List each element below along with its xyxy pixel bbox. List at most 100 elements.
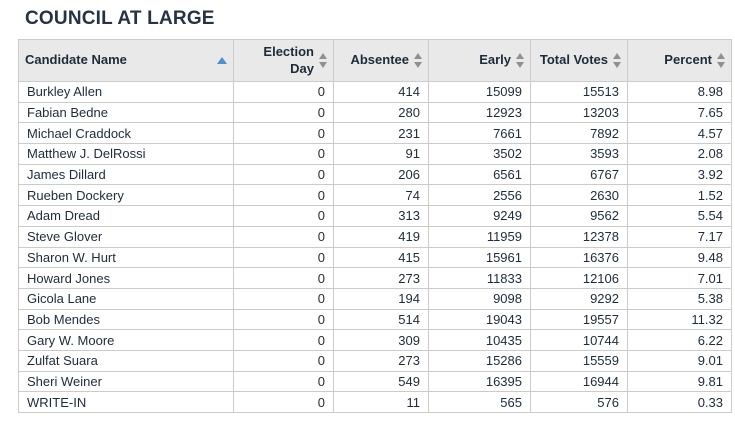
vote-value-cell: 3502 bbox=[428, 143, 531, 165]
vote-value-cell: 0 bbox=[233, 81, 334, 103]
vote-value-cell: 16395 bbox=[428, 370, 531, 393]
vote-value-cell: 7.17 bbox=[627, 225, 732, 248]
vote-value-cell: 2630 bbox=[530, 184, 628, 207]
vote-value-cell: 0 bbox=[233, 308, 334, 331]
vote-value-cell: 576 bbox=[530, 391, 628, 413]
vote-value-cell: 0 bbox=[233, 143, 334, 165]
vote-value-cell: 74 bbox=[333, 184, 429, 207]
vote-value-cell: 19557 bbox=[530, 308, 628, 331]
vote-value-cell: 9249 bbox=[428, 205, 531, 227]
vote-value-cell: 6767 bbox=[530, 163, 628, 186]
vote-value-cell: 7.65 bbox=[627, 101, 732, 124]
vote-value-cell: 206 bbox=[333, 163, 429, 186]
vote-value-cell: 0 bbox=[233, 287, 334, 310]
vote-value-cell: 8.98 bbox=[627, 81, 732, 103]
column-header-percent[interactable]: Percent bbox=[627, 39, 732, 82]
vote-value-cell: 0 bbox=[233, 163, 334, 186]
column-header-early[interactable]: Early bbox=[428, 39, 531, 82]
candidate-name-cell: Adam Dread bbox=[18, 205, 234, 227]
column-header-total-votes[interactable]: Total Votes bbox=[530, 39, 628, 82]
sort-both-icon bbox=[414, 53, 422, 68]
column-header-label: Candidate Name bbox=[25, 52, 127, 68]
vote-value-cell: 9562 bbox=[530, 205, 628, 227]
column-header-election-day[interactable]: Election Day bbox=[233, 39, 334, 82]
column-header-candidate-name[interactable]: Candidate Name bbox=[18, 39, 234, 82]
sort-ascending-icon bbox=[217, 57, 227, 64]
vote-value-cell: 15559 bbox=[530, 349, 628, 372]
candidate-name-cell: Matthew J. DelRossi bbox=[18, 143, 234, 165]
vote-value-cell: 16944 bbox=[530, 370, 628, 393]
column-header-label: Percent bbox=[664, 52, 712, 68]
vote-value-cell: 2556 bbox=[428, 184, 531, 207]
vote-value-cell: 7.01 bbox=[627, 267, 732, 289]
table-row: Michael Craddock 0 231 7661 7892 4.57 bbox=[18, 122, 732, 145]
candidate-name-cell: Michael Craddock bbox=[18, 122, 234, 145]
candidate-name-cell: Sharon W. Hurt bbox=[18, 246, 234, 269]
vote-value-cell: 12378 bbox=[530, 225, 628, 248]
vote-value-cell: 13203 bbox=[530, 101, 628, 124]
vote-value-cell: 273 bbox=[333, 267, 429, 289]
candidate-name-cell: Gicola Lane bbox=[18, 287, 234, 310]
vote-value-cell: 15286 bbox=[428, 349, 531, 372]
vote-value-cell: 0 bbox=[233, 370, 334, 393]
vote-value-cell: 11.32 bbox=[627, 308, 732, 331]
table-row: Howard Jones 0 273 11833 12106 7.01 bbox=[18, 267, 732, 289]
vote-value-cell: 7892 bbox=[530, 122, 628, 145]
vote-value-cell: 0 bbox=[233, 205, 334, 227]
candidate-name-cell: Howard Jones bbox=[18, 267, 234, 289]
column-header-label: Election Day bbox=[263, 44, 314, 76]
sort-both-icon bbox=[516, 53, 524, 68]
table-row: Zulfat Suara 0 273 15286 15559 9.01 bbox=[18, 349, 732, 372]
table-row: Burkley Allen 0 414 15099 15513 8.98 bbox=[18, 81, 732, 103]
vote-value-cell: 3593 bbox=[530, 143, 628, 165]
candidate-name-cell: Fabian Bedne bbox=[18, 101, 234, 124]
vote-value-cell: 0 bbox=[233, 329, 334, 351]
vote-value-cell: 549 bbox=[333, 370, 429, 393]
vote-value-cell: 414 bbox=[333, 81, 429, 103]
vote-value-cell: 11 bbox=[333, 391, 429, 413]
vote-value-cell: 0 bbox=[233, 349, 334, 372]
column-header-absentee[interactable]: Absentee bbox=[333, 39, 429, 82]
vote-value-cell: 9.01 bbox=[627, 349, 732, 372]
vote-value-cell: 9292 bbox=[530, 287, 628, 310]
vote-value-cell: 4.57 bbox=[627, 122, 732, 145]
vote-value-cell: 9.81 bbox=[627, 370, 732, 393]
table-row: Sheri Weiner 0 549 16395 16944 9.81 bbox=[18, 370, 732, 393]
candidate-name-cell: Sheri Weiner bbox=[18, 370, 234, 393]
vote-value-cell: 3.92 bbox=[627, 163, 732, 186]
vote-value-cell: 5.54 bbox=[627, 205, 732, 227]
vote-value-cell: 313 bbox=[333, 205, 429, 227]
vote-value-cell: 565 bbox=[428, 391, 531, 413]
vote-value-cell: 11959 bbox=[428, 225, 531, 248]
table-row: James Dillard 0 206 6561 6767 3.92 bbox=[18, 163, 732, 186]
vote-value-cell: 0 bbox=[233, 391, 334, 413]
vote-value-cell: 0 bbox=[233, 225, 334, 248]
vote-value-cell: 10744 bbox=[530, 329, 628, 351]
table-row: Steve Glover 0 419 11959 12378 7.17 bbox=[18, 225, 732, 248]
vote-value-cell: 309 bbox=[333, 329, 429, 351]
vote-value-cell: 419 bbox=[333, 225, 429, 248]
results-table-body: Burkley Allen 0 414 15099 15513 8.98 Fabian Be… bbox=[18, 81, 732, 413]
vote-value-cell: 15099 bbox=[428, 81, 531, 103]
table-row: Bob Mendes 0 514 19043 19557 11.32 bbox=[18, 308, 732, 331]
vote-value-cell: 91 bbox=[333, 143, 429, 165]
table-row: Sharon W. Hurt 0 415 15961 16376 9.48 bbox=[18, 246, 732, 269]
sort-both-icon bbox=[717, 53, 725, 68]
vote-value-cell: 15961 bbox=[428, 246, 531, 269]
vote-value-cell: 514 bbox=[333, 308, 429, 331]
vote-value-cell: 15513 bbox=[530, 81, 628, 103]
candidate-name-cell: Zulfat Suara bbox=[18, 349, 234, 372]
candidate-name-cell: Rueben Dockery bbox=[18, 184, 234, 207]
vote-value-cell: 0 bbox=[233, 122, 334, 145]
vote-value-cell: 6.22 bbox=[627, 329, 732, 351]
candidate-name-cell: Steve Glover bbox=[18, 225, 234, 248]
candidate-name-cell: James Dillard bbox=[18, 163, 234, 186]
vote-value-cell: 0 bbox=[233, 101, 334, 124]
vote-value-cell: 12106 bbox=[530, 267, 628, 289]
column-header-label: Absentee bbox=[350, 52, 409, 68]
vote-value-cell: 280 bbox=[333, 101, 429, 124]
table-row: WRITE-IN 0 11 565 576 0.33 bbox=[18, 391, 732, 413]
vote-value-cell: 9.48 bbox=[627, 246, 732, 269]
vote-value-cell: 231 bbox=[333, 122, 429, 145]
column-header-label: Total Votes bbox=[539, 52, 608, 68]
